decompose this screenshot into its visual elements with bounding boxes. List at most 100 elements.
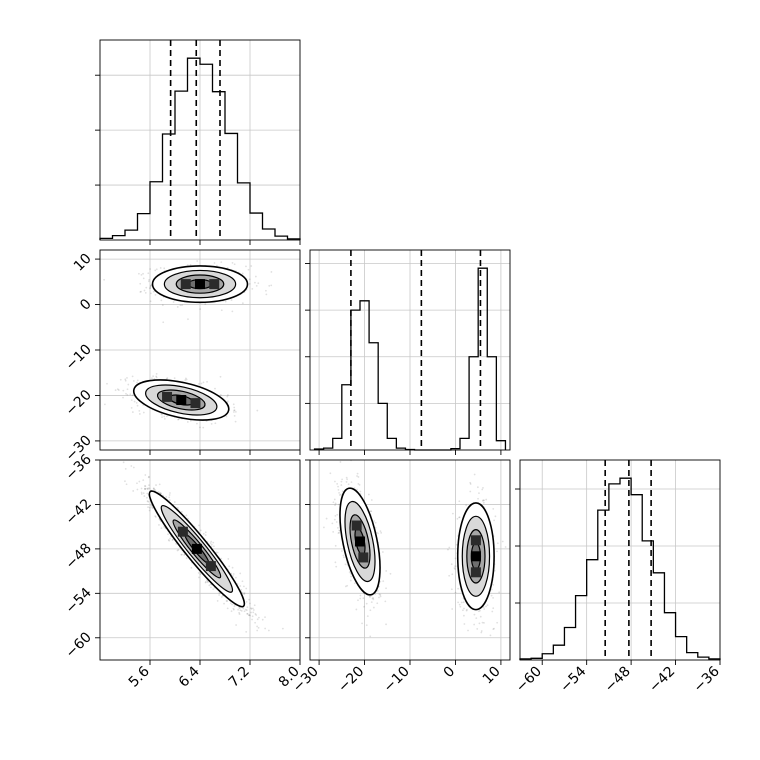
tick-label-x: 6.4 bbox=[176, 663, 203, 690]
sample-point bbox=[122, 396, 124, 399]
sample-point bbox=[341, 478, 344, 481]
sample-point bbox=[154, 293, 157, 296]
sample-point bbox=[338, 531, 341, 534]
sample-point bbox=[218, 592, 221, 594]
sample-point bbox=[171, 539, 174, 541]
sample-point bbox=[333, 518, 336, 521]
sample-point bbox=[151, 507, 154, 509]
sample-point bbox=[139, 291, 142, 293]
sample-point bbox=[184, 377, 187, 380]
sample-point bbox=[250, 608, 253, 610]
tick-label-x: 0 bbox=[441, 664, 459, 682]
sample-point bbox=[243, 610, 246, 613]
sample-point bbox=[458, 516, 461, 519]
sample-point bbox=[142, 272, 144, 275]
sample-point bbox=[149, 287, 151, 290]
sample-point bbox=[379, 593, 382, 596]
tick-label-y: −42 bbox=[63, 496, 95, 528]
sample-point bbox=[258, 616, 260, 619]
sample-point bbox=[146, 488, 149, 491]
sample-point bbox=[138, 410, 141, 412]
sample-point bbox=[379, 530, 382, 533]
sample-point bbox=[135, 401, 138, 404]
sample-point bbox=[117, 389, 120, 391]
sample-point bbox=[173, 501, 176, 503]
sample-point bbox=[248, 282, 251, 285]
tick-label-x: −20 bbox=[335, 664, 367, 696]
hist-grid bbox=[515, 488, 720, 604]
sample-point bbox=[331, 522, 334, 525]
sample-point bbox=[243, 592, 246, 594]
sample-point bbox=[248, 598, 251, 601]
sample-point bbox=[334, 514, 337, 517]
tick-label-x: −60 bbox=[513, 664, 545, 696]
sample-point bbox=[233, 414, 236, 417]
density-bin bbox=[177, 526, 188, 537]
sample-point bbox=[199, 426, 201, 429]
sample-point bbox=[132, 490, 135, 492]
sample-point bbox=[251, 615, 254, 618]
sample-point bbox=[151, 377, 153, 380]
sample-point bbox=[220, 557, 223, 560]
sample-point bbox=[359, 490, 362, 493]
sample-point bbox=[369, 635, 372, 638]
sample-point bbox=[245, 587, 248, 590]
sample-point bbox=[152, 375, 155, 378]
sample-point bbox=[148, 487, 151, 490]
sample-point bbox=[256, 618, 259, 621]
sample-point bbox=[163, 525, 166, 528]
sample-point bbox=[185, 557, 188, 560]
hist-panel-p2 bbox=[519, 459, 721, 661]
sample-point bbox=[180, 553, 183, 556]
sample-point bbox=[158, 524, 160, 526]
sample-point bbox=[154, 269, 157, 272]
sample-point bbox=[190, 566, 193, 569]
sample-point bbox=[458, 516, 461, 519]
sample-point bbox=[189, 263, 192, 266]
sample-point bbox=[232, 574, 234, 577]
sample-point bbox=[252, 609, 255, 611]
sample-point bbox=[216, 551, 219, 554]
sample-point bbox=[225, 600, 228, 602]
sample-point bbox=[119, 378, 122, 381]
sample-point bbox=[163, 267, 166, 270]
sample-point bbox=[281, 627, 284, 630]
sample-point bbox=[264, 616, 266, 619]
sample-point bbox=[199, 529, 202, 532]
sample-point bbox=[168, 499, 171, 502]
sample-point bbox=[270, 284, 273, 287]
sample-point bbox=[447, 548, 449, 551]
sample-point bbox=[252, 611, 255, 614]
sample-point bbox=[186, 421, 189, 423]
sample-point bbox=[200, 382, 203, 385]
sample-point bbox=[385, 623, 387, 626]
sample-point bbox=[338, 494, 341, 496]
sample-point bbox=[338, 503, 341, 506]
sample-point bbox=[372, 597, 375, 599]
sample-point bbox=[374, 526, 377, 529]
sample-point bbox=[492, 596, 494, 599]
sample-point bbox=[334, 504, 336, 507]
density-bin bbox=[351, 520, 362, 531]
sample-point bbox=[457, 601, 460, 604]
sample-point bbox=[348, 571, 351, 573]
sample-point bbox=[139, 282, 142, 285]
sample-point bbox=[126, 393, 129, 396]
sample-point bbox=[155, 376, 158, 379]
sample-point bbox=[231, 310, 234, 313]
sample-point bbox=[149, 285, 152, 288]
sample-point bbox=[250, 611, 252, 614]
sample-point bbox=[220, 596, 223, 598]
sample-point bbox=[202, 532, 205, 535]
sample-point bbox=[377, 532, 379, 535]
sample-point bbox=[140, 273, 143, 276]
sample-point bbox=[187, 517, 189, 520]
sample-point bbox=[235, 576, 237, 579]
sample-point bbox=[233, 409, 235, 412]
sample-point bbox=[149, 285, 152, 287]
sample-point bbox=[345, 481, 348, 483]
sample-point bbox=[478, 622, 481, 625]
tick-label-y: −48 bbox=[63, 540, 95, 572]
sample-point bbox=[254, 281, 256, 284]
sample-point bbox=[467, 629, 469, 632]
